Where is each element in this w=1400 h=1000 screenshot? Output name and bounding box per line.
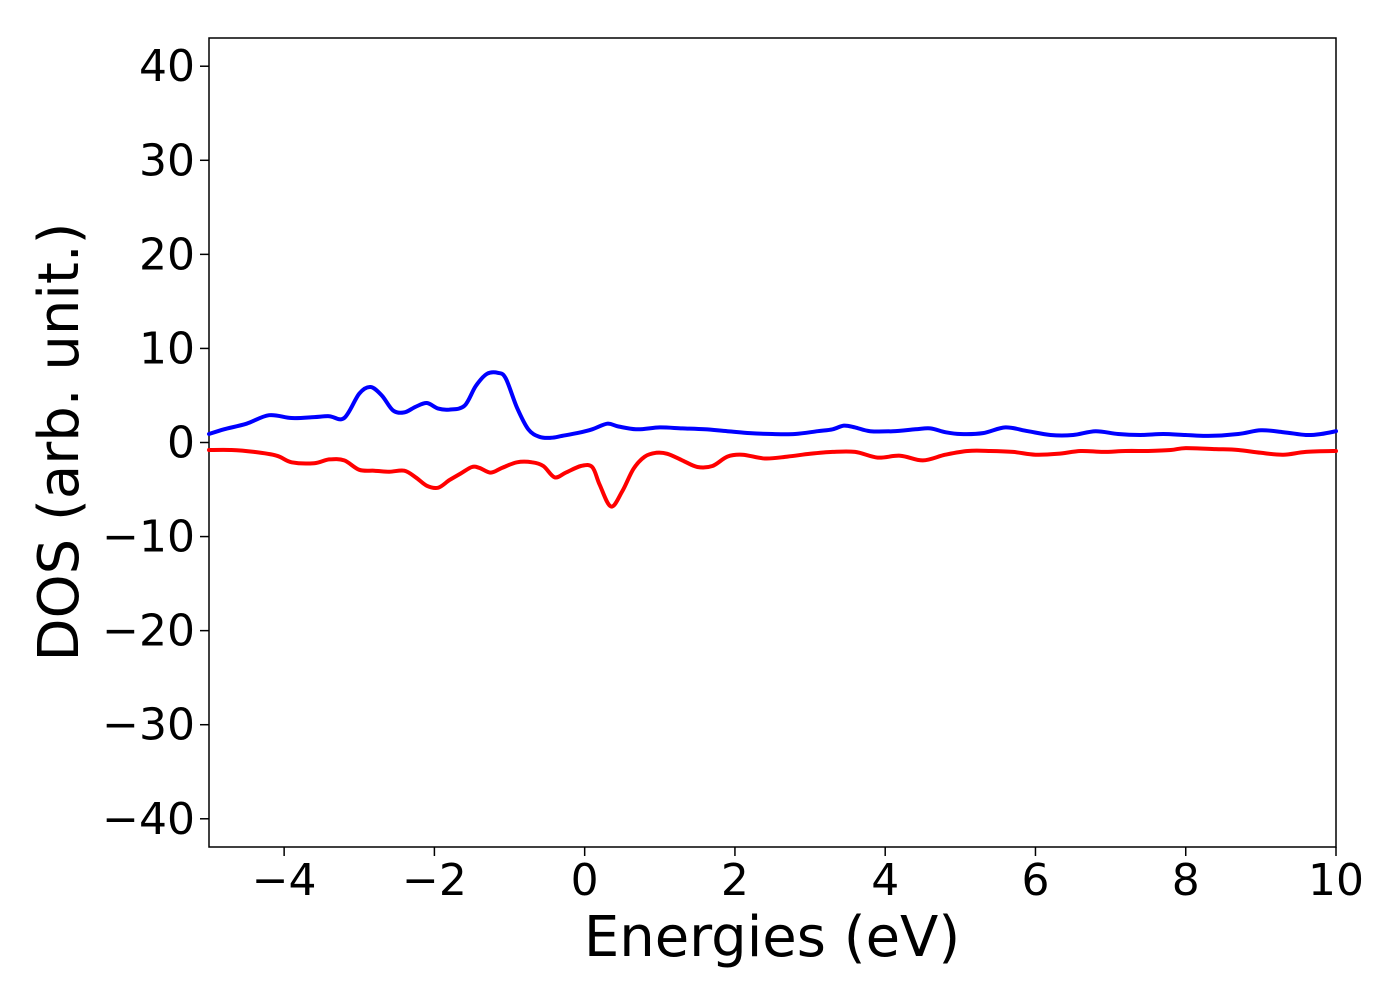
y-tick-label: −40 <box>102 794 195 845</box>
x-axis-title: Energies (eV) <box>584 905 960 970</box>
x-tick-label: 10 <box>1308 855 1364 906</box>
y-axis-title: DOS (arb. unit.) <box>27 222 92 661</box>
y-tick-label: 20 <box>139 229 195 280</box>
y-tick-label: −20 <box>102 606 195 657</box>
x-tick-label: 8 <box>1172 855 1200 906</box>
x-tick-label: −4 <box>252 855 317 906</box>
y-axis-ticks: 40 30 20 10 0 −10 −20 −30 −40 <box>102 41 209 845</box>
x-tick-label: −2 <box>402 855 467 906</box>
series-line-1 <box>207 370 1338 440</box>
series-line-2 <box>207 446 1338 509</box>
x-axis-ticks: −4 −2 0 2 4 6 8 10 <box>252 847 1364 906</box>
series-layer <box>207 370 1338 509</box>
y-tick-label: −10 <box>102 512 195 563</box>
x-tick-label: 6 <box>1021 855 1049 906</box>
plot-frame <box>208 37 1337 848</box>
y-tick-label: 10 <box>139 323 195 374</box>
x-tick-label: 0 <box>571 855 599 906</box>
x-tick-label: 4 <box>871 855 899 906</box>
x-tick-label: 2 <box>721 855 749 906</box>
y-tick-label: 0 <box>167 418 195 469</box>
y-tick-label: 40 <box>139 41 195 92</box>
y-tick-label: −30 <box>102 700 195 751</box>
y-tick-label: 30 <box>139 135 195 186</box>
